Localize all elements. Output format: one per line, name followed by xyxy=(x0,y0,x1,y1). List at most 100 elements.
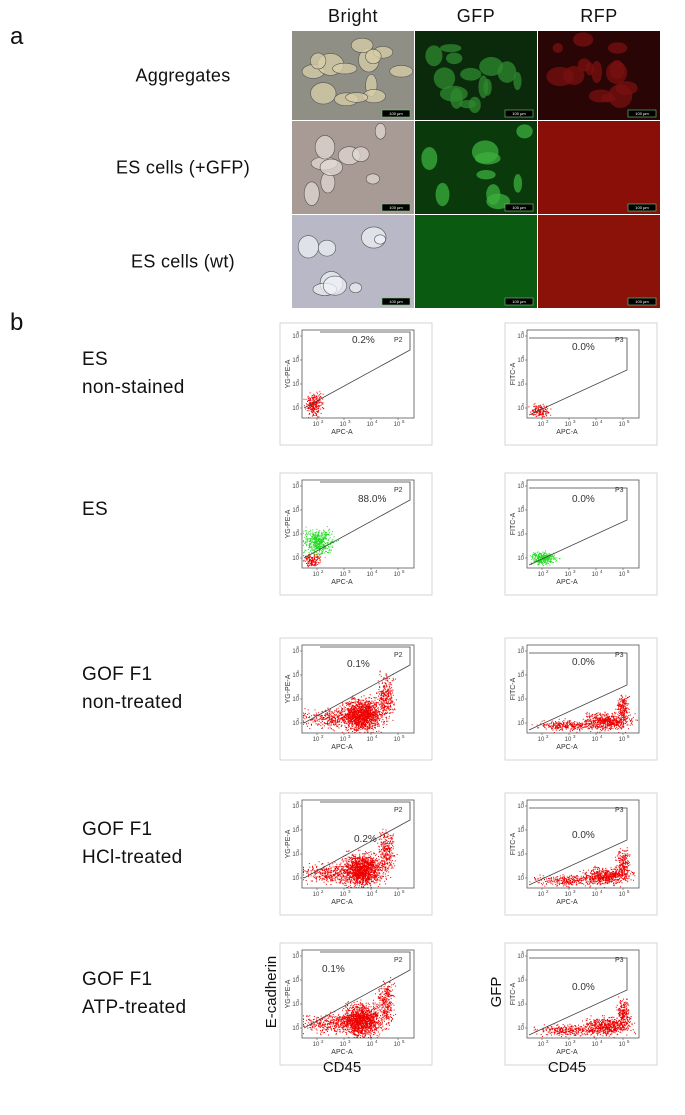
plot-frame xyxy=(279,792,433,916)
colony xyxy=(615,81,638,95)
colony xyxy=(546,66,574,87)
event-cloud xyxy=(578,864,636,888)
row-label: ES cells (wt) xyxy=(131,252,235,272)
event-cloud xyxy=(337,694,388,733)
y-tick-exponent: 3 xyxy=(521,998,524,1003)
colony xyxy=(374,122,387,140)
column-header: GFP xyxy=(457,6,496,26)
x-tick-exponent: 5 xyxy=(627,569,630,574)
y-tick-exponent: 5 xyxy=(296,480,299,485)
colony xyxy=(478,75,489,99)
colony xyxy=(345,92,368,103)
gate-label: P2 xyxy=(394,487,403,494)
y-tick-exponent: 5 xyxy=(296,330,299,335)
colony xyxy=(609,60,625,80)
y-tick-label: 10 xyxy=(292,804,299,810)
x-tick-label: 10 xyxy=(367,737,374,743)
event-cloud xyxy=(573,710,638,733)
colony xyxy=(450,87,463,109)
y-axis-label: YG-PE-A xyxy=(285,674,292,703)
x-tick-label: 10 xyxy=(592,422,599,428)
x-tick-label: 10 xyxy=(619,422,626,428)
plot-frame xyxy=(279,322,433,446)
x-tick-label: 10 xyxy=(313,892,320,898)
y-tick-exponent: 2 xyxy=(521,1022,524,1027)
y-tick-exponent: 5 xyxy=(521,950,524,955)
y-tick-exponent: 4 xyxy=(521,354,524,359)
scale-bar-label: 100 µm xyxy=(635,205,649,210)
y-tick-label: 10 xyxy=(517,334,524,340)
gate xyxy=(303,331,411,409)
y-tick-label: 10 xyxy=(517,382,524,388)
x-tick-exponent: 4 xyxy=(375,1039,378,1044)
plot-frame xyxy=(504,472,658,596)
gate-percent: 0.0% xyxy=(572,342,595,353)
y-tick-exponent: 5 xyxy=(521,480,524,485)
x-axis-label: APC-A xyxy=(331,429,353,436)
y-tick-label: 10 xyxy=(292,697,299,703)
colony xyxy=(310,82,337,105)
y-tick-exponent: 4 xyxy=(296,504,299,509)
y-tick-label: 10 xyxy=(517,978,524,984)
gate-percent: 0.0% xyxy=(572,830,595,841)
y-tick-label: 10 xyxy=(292,556,299,562)
x-tick-label: 10 xyxy=(367,572,374,578)
scale-bar xyxy=(504,297,534,306)
y-tick-label: 10 xyxy=(517,532,524,538)
y-tick-exponent: 3 xyxy=(296,848,299,853)
y-tick-label: 10 xyxy=(517,721,524,727)
y-tick-label: 10 xyxy=(517,804,524,810)
x-tick-exponent: 5 xyxy=(627,1039,630,1044)
y-tick-label: 10 xyxy=(517,556,524,562)
x-tick-label: 10 xyxy=(592,737,599,743)
y-tick-exponent: 3 xyxy=(296,693,299,698)
plot-area xyxy=(301,949,415,1039)
cell-colonies xyxy=(297,226,387,296)
y-tick-exponent: 3 xyxy=(521,378,524,383)
colony xyxy=(476,170,496,180)
x-tick-label: 10 xyxy=(619,737,626,743)
x-tick-exponent: 2 xyxy=(321,569,324,574)
colony xyxy=(389,65,414,78)
y-tick-label: 10 xyxy=(292,876,299,882)
x-axis-label: APC-A xyxy=(556,744,578,751)
y-tick-exponent: 2 xyxy=(521,717,524,722)
y-tick-exponent: 3 xyxy=(296,528,299,533)
colony xyxy=(479,57,504,77)
x-tick-label: 10 xyxy=(538,892,545,898)
y-tick-label: 10 xyxy=(517,697,524,703)
x-tick-label: 10 xyxy=(538,422,545,428)
y-tick-exponent: 2 xyxy=(521,552,524,557)
plot-frame xyxy=(279,942,433,1066)
x-tick-label: 10 xyxy=(394,737,401,743)
y-tick-label: 10 xyxy=(517,876,524,882)
y-tick-exponent: 5 xyxy=(521,645,524,650)
x-axis-label: APC-A xyxy=(556,899,578,906)
x-axis-label: APC-A xyxy=(331,579,353,586)
gate xyxy=(303,646,411,724)
x-tick-label: 10 xyxy=(565,737,572,743)
colony xyxy=(349,282,362,294)
y-tick-exponent: 2 xyxy=(296,402,299,407)
gate-percent: 0.2% xyxy=(352,335,375,346)
scale-bar xyxy=(381,109,411,118)
gate xyxy=(528,652,628,731)
x-tick-label: 10 xyxy=(394,892,401,898)
plot-area xyxy=(301,479,415,569)
y-axis-label: FITC-A xyxy=(510,832,517,855)
y-axis-label: FITC-A xyxy=(510,677,517,700)
x-tick-label: 10 xyxy=(394,572,401,578)
colony xyxy=(374,234,386,245)
colony xyxy=(486,184,501,205)
x-tick-label: 10 xyxy=(619,1042,626,1048)
cell-colonies xyxy=(421,124,533,210)
plot-area xyxy=(526,799,640,889)
gate xyxy=(528,807,628,886)
scale-bar-label: 100 µm xyxy=(512,205,526,210)
scale-bar xyxy=(627,203,657,212)
colony xyxy=(297,235,319,259)
gate-percent: 0.0% xyxy=(572,982,595,993)
scale-bar xyxy=(504,203,534,212)
x-tick-exponent: 3 xyxy=(573,569,576,574)
